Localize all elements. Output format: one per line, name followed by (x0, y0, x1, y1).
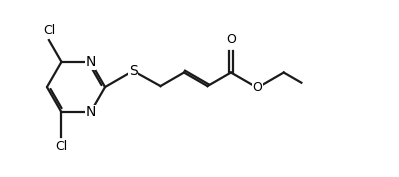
Text: Cl: Cl (43, 24, 55, 37)
Text: S: S (129, 64, 138, 78)
Text: O: O (226, 33, 236, 46)
Text: Cl: Cl (55, 140, 67, 153)
Text: N: N (85, 105, 96, 119)
Text: N: N (85, 55, 96, 69)
Text: O: O (253, 81, 262, 94)
